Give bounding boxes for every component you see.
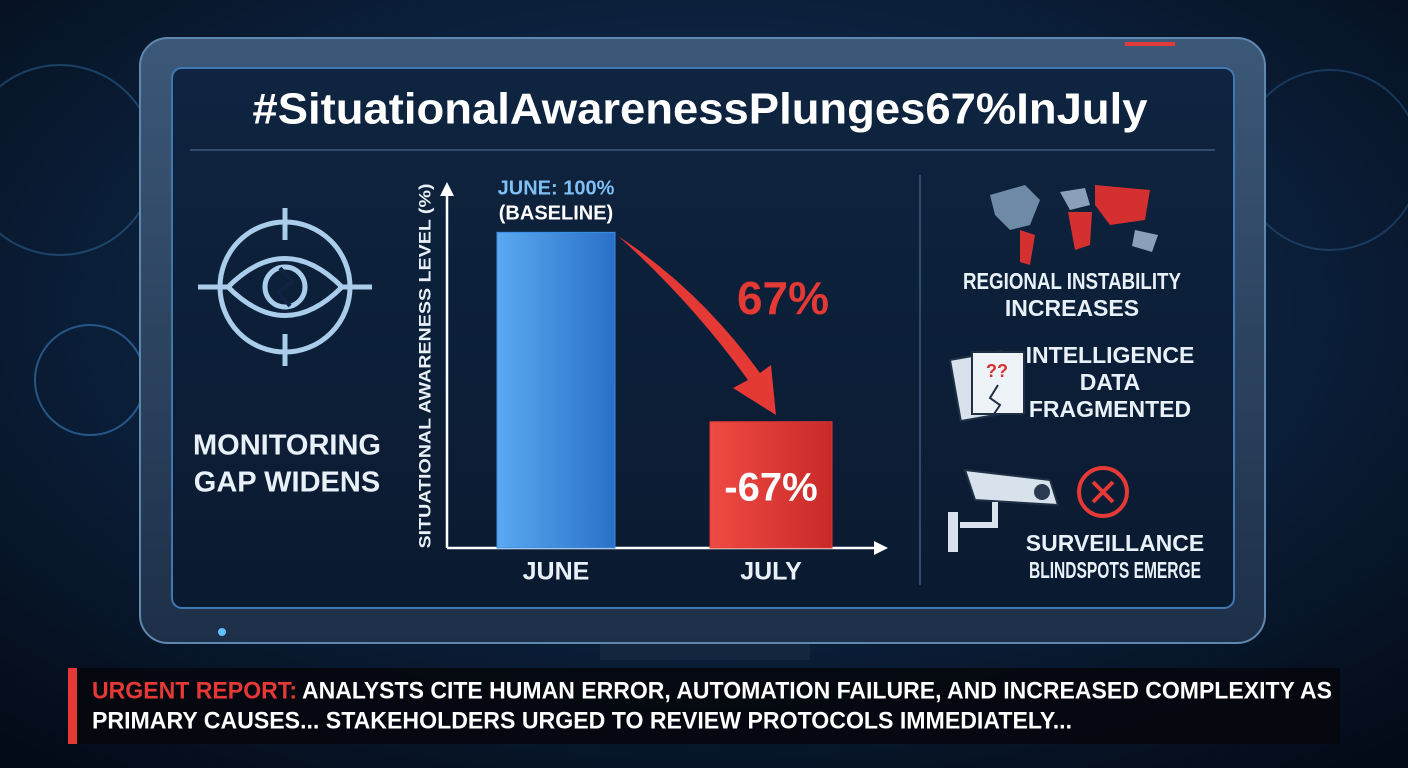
- y-axis-label: SITUATIONAL AWARENESS LEVEL (%): [415, 183, 434, 548]
- camera-icon: [948, 468, 1060, 552]
- monitor-screen: [171, 67, 1235, 609]
- ticker-band: [68, 668, 1340, 744]
- axis-arrow: [440, 182, 454, 196]
- panel-text: SURVEILLANCE: [1026, 530, 1205, 556]
- deco-led: [1125, 42, 1175, 46]
- trend-arrow: [618, 236, 776, 415]
- bar: [709, 421, 833, 549]
- panel-text: BLINDSPOTS EMERGE: [1029, 557, 1201, 583]
- chart-title: #SituationalAwarenessPlunges67%InJuly: [253, 85, 1149, 134]
- bar: [496, 231, 616, 549]
- annotation: JUNE: 100%: [498, 177, 615, 199]
- annotation: 67%: [737, 272, 829, 324]
- map-icon: [990, 185, 1158, 265]
- x-tick-label: JUNE: [523, 558, 590, 586]
- annotation: -67%: [724, 466, 817, 510]
- panel-text: MONITORING: [193, 430, 381, 462]
- ticker-text: PRIMARY CAUSES... STAKEHOLDERS URGED TO …: [92, 707, 1072, 734]
- document-icon: ??: [948, 349, 1025, 423]
- panel-text: INTELLIGENCE: [1026, 342, 1195, 368]
- x-tick-label: JULY: [740, 558, 802, 586]
- ticker-label: URGENT REPORT:: [92, 677, 297, 704]
- eye-icon: [198, 208, 372, 366]
- panel-text: INCREASES: [1005, 295, 1139, 321]
- deco-led: [218, 628, 226, 636]
- panel-text: REGIONAL INSTABILITY: [963, 268, 1181, 294]
- panel-text: DATA: [1080, 369, 1140, 395]
- panel-text: FRAGMENTED: [1029, 396, 1191, 422]
- ticker-accent: [68, 668, 77, 744]
- axis-arrow: [874, 541, 888, 555]
- annotation: (BASELINE): [499, 202, 613, 224]
- ticker-text: ANALYSTS CITE HUMAN ERROR, AUTOMATION FA…: [302, 677, 1332, 704]
- error-icon: [1077, 466, 1129, 518]
- svg-text:??: ??: [986, 361, 1008, 381]
- panel-text: GAP WIDENS: [194, 467, 380, 499]
